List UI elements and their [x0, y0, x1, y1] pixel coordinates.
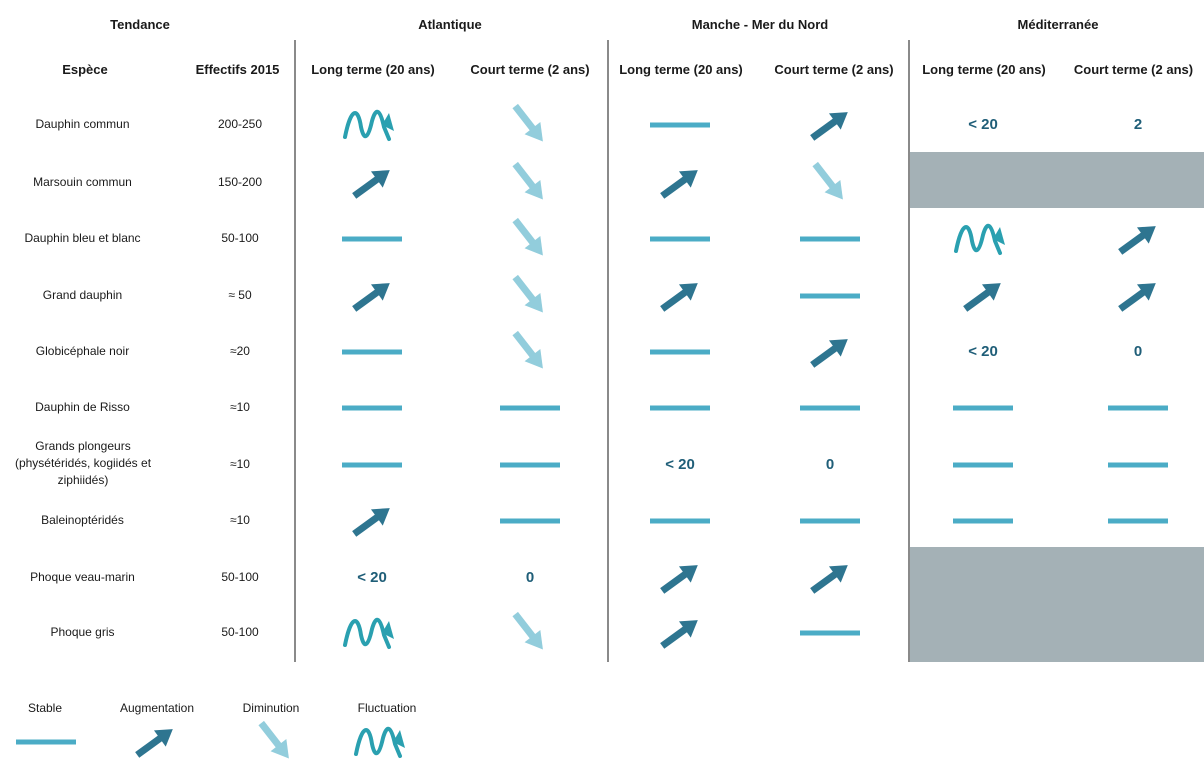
effectifs-value: 50-100	[221, 570, 259, 584]
header-man-long: Long terme (20 ans)	[619, 62, 743, 77]
header-espece: Espèce	[62, 62, 108, 77]
separator-manche	[607, 40, 609, 662]
effectifs-value: ≈ 50	[228, 288, 252, 302]
species-name: Dauphin de Risso	[35, 400, 130, 414]
header-region-mediterranee: Méditerranée	[1017, 17, 1099, 32]
na-block-marsouin-med	[910, 152, 1204, 208]
species-name: Grand dauphin	[42, 288, 123, 302]
separator-atlantique	[294, 40, 296, 662]
species-name: Dauphin bleu et blanc	[24, 231, 141, 245]
header-atl-long: Long terme (20 ans)	[311, 62, 435, 77]
species-name: Grands plongeurs (physétéridés, kogiidés…	[14, 439, 152, 487]
species-name: Phoque gris	[50, 625, 115, 639]
na-block-phoques-med	[910, 547, 1204, 662]
legend-label-fluctuation: Fluctuation	[357, 701, 417, 715]
trend-value: 2	[1133, 116, 1143, 133]
species-name: Marsouin commun	[33, 175, 132, 189]
trend-value: 0	[525, 569, 535, 586]
separator-mediterranee	[908, 40, 910, 662]
header-effectifs: Effectifs 2015	[195, 62, 280, 77]
trend-value: < 20	[357, 569, 387, 586]
legend-label-diminution: Diminution	[242, 701, 300, 715]
trend-value: < 20	[968, 343, 998, 360]
species-name: Globicéphale noir	[35, 344, 130, 358]
effectifs-value: 200-250	[217, 117, 263, 131]
effectifs-value: ≈20	[230, 344, 250, 358]
trend-value: < 20	[968, 116, 998, 133]
header-med-court: Court terme (2 ans)	[1073, 62, 1194, 77]
effectifs-value: 50-100	[221, 625, 259, 639]
header-region-atlantique: Atlantique	[418, 17, 482, 32]
effectifs-value: ≈10	[230, 513, 250, 527]
legend-label-augmentation: Augmentation	[119, 701, 195, 715]
trend-value: 0	[1133, 343, 1143, 360]
species-name: Baleinoptéridés	[41, 513, 124, 527]
header-tendance: Tendance	[110, 17, 170, 32]
trend-value: < 20	[665, 456, 695, 473]
effectifs-value: 50-100	[221, 231, 259, 245]
effectifs-value: 150-200	[217, 175, 263, 189]
legend-label-stable: Stable	[27, 701, 63, 715]
header-med-long: Long terme (20 ans)	[922, 62, 1046, 77]
trend-value: 0	[825, 456, 835, 473]
header-man-court: Court terme (2 ans)	[774, 62, 894, 77]
species-name: Phoque veau-marin	[30, 570, 135, 584]
species-name: Dauphin commun	[35, 117, 130, 131]
effectifs-value: ≈10	[230, 457, 250, 471]
header-atl-court: Court terme (2 ans)	[470, 62, 590, 77]
header-region-manche: Manche - Mer du Nord	[691, 17, 829, 32]
effectifs-value: ≈10	[230, 400, 250, 414]
